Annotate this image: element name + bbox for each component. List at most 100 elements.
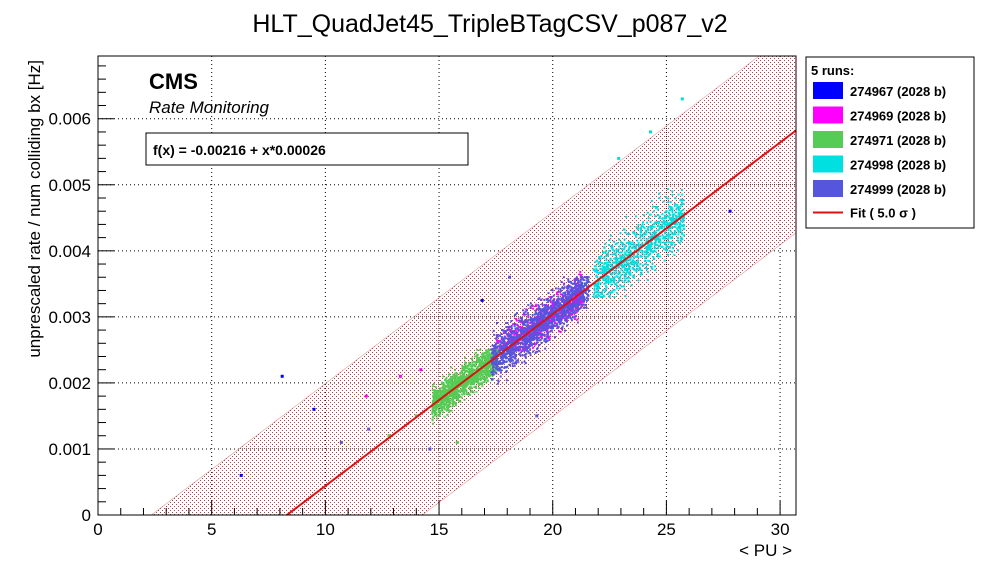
data-point [522, 313, 525, 316]
data-point [474, 378, 477, 381]
data-point [526, 312, 529, 315]
x-tick-label: 30 [771, 520, 790, 539]
data-point [595, 268, 598, 270]
data-point [682, 202, 685, 205]
data-point [499, 348, 502, 351]
data-point [502, 343, 505, 346]
data-point [474, 380, 476, 383]
data-point [668, 246, 671, 249]
data-point [525, 353, 528, 355]
data-point [572, 300, 575, 303]
data-point [569, 308, 572, 311]
data-point [519, 316, 522, 319]
data-point [507, 343, 510, 345]
data-point [614, 258, 617, 261]
data-point [608, 239, 611, 241]
data-point [527, 314, 530, 316]
data-point [579, 303, 582, 306]
data-point [602, 272, 605, 274]
data-point [656, 244, 659, 247]
data-point [515, 319, 518, 322]
data-point [525, 347, 528, 350]
data-point [682, 219, 685, 222]
data-point [476, 371, 479, 374]
data-point [671, 190, 674, 193]
data-point [496, 382, 499, 385]
data-point [596, 288, 599, 291]
data-point [524, 319, 527, 321]
data-point [598, 265, 601, 268]
data-point [663, 236, 665, 239]
data-point [479, 358, 482, 361]
data-point [534, 332, 537, 335]
data-point [508, 340, 511, 343]
data-point [540, 337, 543, 340]
data-point [438, 393, 440, 396]
data-point [477, 376, 479, 379]
data-point [566, 320, 568, 323]
data-point [609, 257, 612, 260]
data-point [532, 326, 535, 329]
data-point [501, 359, 504, 362]
data-point [657, 208, 660, 211]
data-point [632, 243, 635, 246]
data-point [554, 287, 557, 290]
data-point [636, 228, 639, 231]
data-point [450, 409, 453, 412]
data-point [494, 353, 497, 356]
data-point [489, 369, 492, 372]
data-point [553, 320, 556, 323]
data-point [521, 326, 524, 329]
data-point [477, 382, 480, 385]
data-point [503, 340, 506, 343]
data-point [419, 368, 423, 372]
data-point [559, 302, 562, 305]
data-point [647, 229, 650, 232]
data-point [604, 278, 607, 281]
data-point [548, 335, 551, 338]
data-point [631, 260, 634, 263]
data-point [498, 349, 501, 352]
data-point [464, 381, 467, 384]
data-point [476, 366, 479, 369]
data-point [654, 265, 657, 268]
data-point [651, 225, 654, 228]
data-point [650, 248, 653, 251]
data-point [449, 395, 452, 398]
data-point [455, 402, 457, 404]
data-point [592, 296, 595, 299]
data-point [489, 372, 492, 375]
data-point [557, 319, 560, 322]
data-point [524, 356, 527, 359]
data-point [488, 365, 491, 368]
data-point [637, 223, 640, 226]
data-point [608, 268, 611, 270]
data-point [551, 320, 554, 323]
rate-monitoring-label: Rate Monitoring [149, 98, 270, 117]
data-point [643, 227, 646, 230]
data-point [654, 269, 657, 272]
data-point [668, 234, 671, 237]
data-point [438, 410, 441, 413]
data-point [502, 340, 505, 343]
data-point [512, 348, 515, 351]
data-point [549, 320, 552, 323]
data-point [505, 330, 508, 333]
data-point [622, 256, 625, 259]
data-point [649, 252, 652, 255]
data-point [680, 203, 683, 206]
data-point [674, 202, 677, 205]
data-point [618, 272, 621, 275]
data-point [645, 255, 648, 258]
data-point [514, 313, 517, 316]
data-point [563, 301, 566, 304]
data-point [624, 279, 627, 282]
data-point [444, 378, 447, 381]
data-point [543, 320, 546, 323]
data-point [636, 264, 639, 267]
data-point [453, 389, 455, 392]
data-point [672, 233, 675, 236]
data-point [529, 307, 532, 310]
data-point [525, 342, 528, 345]
data-point [658, 192, 661, 195]
